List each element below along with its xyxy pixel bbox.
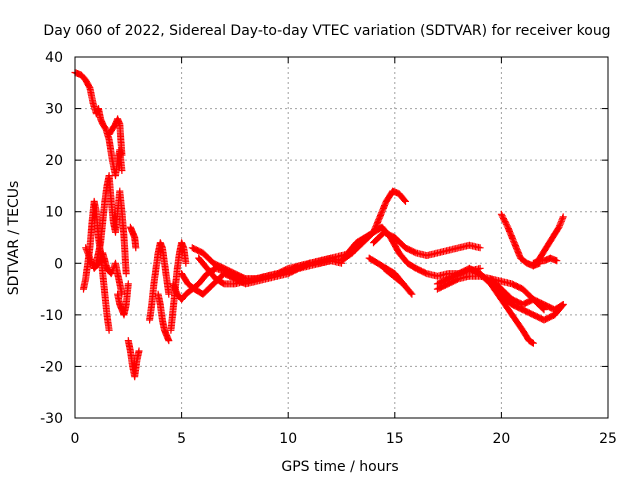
x-tick-label: 15 <box>386 431 404 447</box>
series-track-20 <box>380 264 407 288</box>
series-track-8 <box>126 223 140 252</box>
data-point-markers <box>114 280 132 319</box>
chart-title: Day 060 of 2022, Sidereal Day-to-day VTE… <box>43 23 610 39</box>
series-track-10 <box>154 290 173 345</box>
y-tick-label: -30 <box>40 411 63 427</box>
data-point-markers <box>529 254 561 267</box>
data-point-markers <box>105 115 126 159</box>
x-axis-label: GPS time / hours <box>281 459 398 475</box>
series-track-5 <box>82 244 126 298</box>
y-tick-label: 30 <box>45 102 63 118</box>
series-track-7 <box>124 337 143 381</box>
series-track-2 <box>105 115 126 159</box>
data-point-markers <box>124 337 143 381</box>
x-tick-label: 25 <box>599 431 617 447</box>
series-track-18 <box>370 228 484 259</box>
series-track-15 <box>195 254 345 288</box>
y-tick-label: 10 <box>45 205 63 221</box>
y-tick-label: 20 <box>45 153 63 169</box>
data-point-markers <box>126 223 140 252</box>
y-tick-label: 0 <box>54 256 63 272</box>
x-axis-ticks: 0 5 10 15 20 25 <box>71 57 617 447</box>
data-point-markers <box>146 239 173 324</box>
x-tick-label: 5 <box>177 431 186 447</box>
y-tick-label: 40 <box>45 50 63 66</box>
series-track-6 <box>114 280 132 319</box>
y-tick-label: -10 <box>40 308 63 324</box>
y-axis-label: SDTVAR / TECUs <box>6 181 22 296</box>
series-track-24 <box>487 275 567 314</box>
x-tick-label: 10 <box>279 431 297 447</box>
grid <box>75 57 608 418</box>
x-tick-label: 20 <box>492 431 510 447</box>
series-track-27 <box>529 254 561 267</box>
data-point-markers <box>82 244 126 298</box>
plot-frame <box>74 56 609 419</box>
y-tick-label: -20 <box>40 359 63 375</box>
data-point-markers <box>195 254 345 288</box>
x-tick-label: 0 <box>71 431 80 447</box>
series-track-9 <box>146 239 173 324</box>
y-axis-ticks: -30 -20 -10 0 10 20 30 40 <box>40 50 608 427</box>
data-point-markers <box>370 228 484 259</box>
data-point-markers <box>380 264 407 288</box>
data-marks <box>71 69 567 381</box>
data-point-markers <box>487 275 567 314</box>
data-point-markers <box>154 290 173 345</box>
